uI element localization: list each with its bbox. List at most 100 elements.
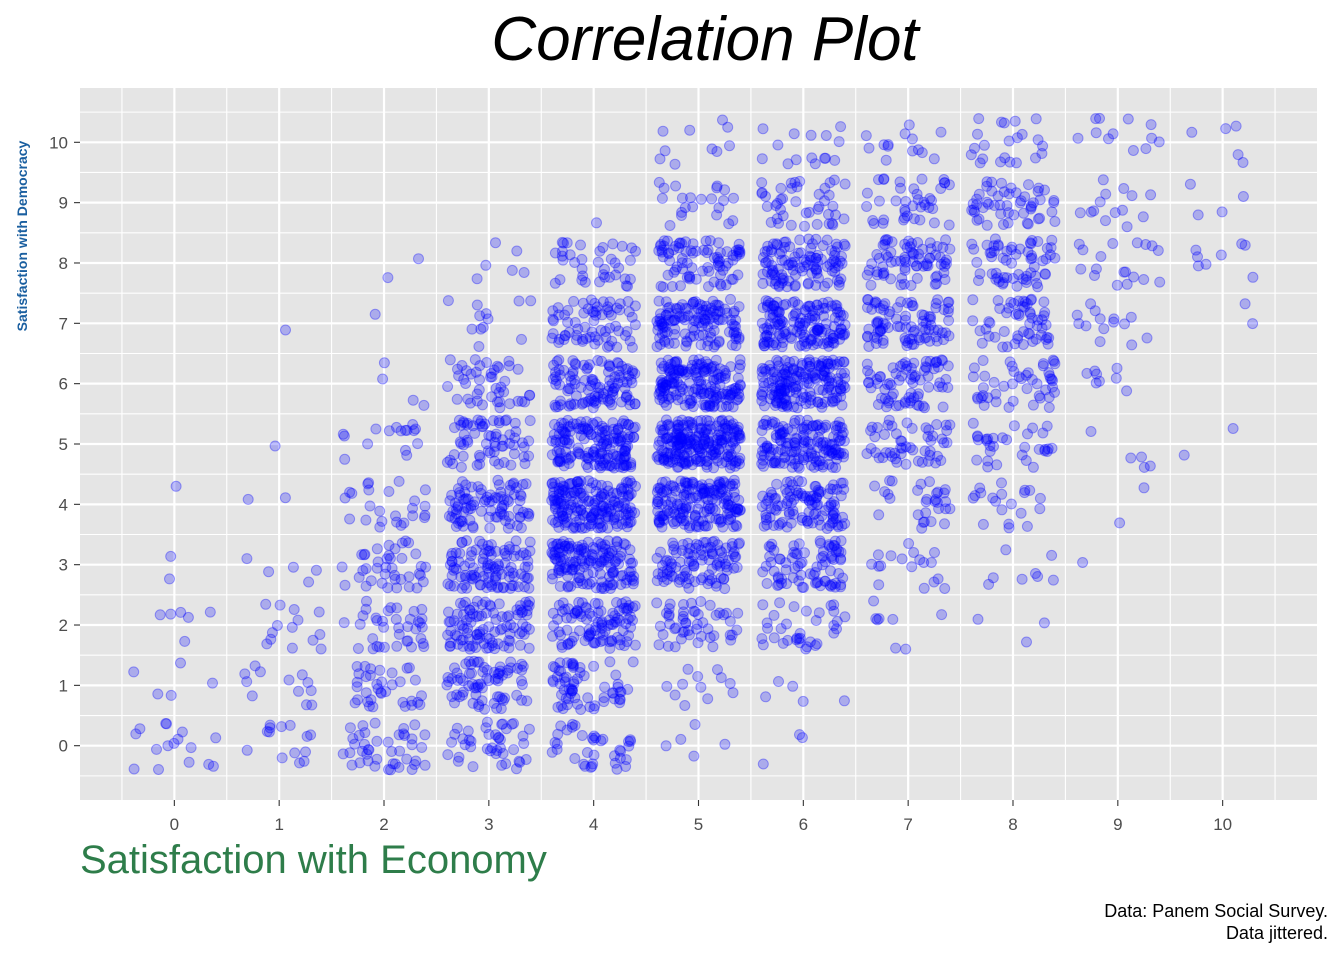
data-point xyxy=(594,381,606,393)
data-point xyxy=(873,579,885,591)
data-point xyxy=(442,749,454,761)
data-point xyxy=(796,556,808,568)
data-point xyxy=(1034,503,1046,515)
data-point xyxy=(823,218,835,230)
data-point xyxy=(974,325,986,337)
data-point xyxy=(352,694,364,706)
data-point xyxy=(351,661,363,672)
data-point xyxy=(375,686,387,698)
data-point xyxy=(183,756,195,768)
data-point xyxy=(811,561,823,573)
data-point xyxy=(562,570,574,582)
data-point xyxy=(463,640,475,652)
data-point xyxy=(688,750,700,762)
data-point xyxy=(984,247,996,259)
data-point xyxy=(508,489,520,500)
data-point xyxy=(524,536,536,548)
data-point xyxy=(288,604,300,615)
data-point xyxy=(393,729,405,741)
data-point xyxy=(629,300,641,312)
data-point xyxy=(283,674,295,686)
data-point xyxy=(471,273,483,285)
data-point xyxy=(511,482,522,494)
data-point xyxy=(494,691,505,703)
data-point xyxy=(361,748,373,760)
data-point xyxy=(394,745,406,757)
data-point xyxy=(839,518,851,530)
data-point xyxy=(487,415,499,427)
data-point xyxy=(1192,260,1204,272)
data-point xyxy=(603,359,615,371)
data-point xyxy=(451,667,463,679)
data-point xyxy=(912,237,924,248)
y-tick-label: 5 xyxy=(59,435,68,454)
data-point xyxy=(724,678,736,689)
data-point xyxy=(475,505,487,517)
data-point xyxy=(496,568,508,580)
data-point xyxy=(598,488,610,500)
data-point xyxy=(1001,341,1013,353)
data-point xyxy=(494,734,506,746)
data-point xyxy=(659,145,671,157)
data-point xyxy=(1154,276,1166,288)
data-point xyxy=(658,182,670,194)
data-point xyxy=(466,667,477,679)
data-point xyxy=(373,641,385,653)
data-point xyxy=(924,449,936,461)
data-point xyxy=(977,518,989,530)
data-point xyxy=(624,544,636,556)
data-point xyxy=(597,269,609,281)
data-point xyxy=(456,360,468,371)
data-point xyxy=(613,558,625,570)
data-point xyxy=(507,478,519,490)
data-point xyxy=(651,575,663,587)
data-point xyxy=(883,308,895,320)
data-point xyxy=(769,503,781,515)
data-point xyxy=(369,308,381,320)
data-point xyxy=(359,738,370,750)
data-point xyxy=(660,740,672,752)
data-point xyxy=(683,629,695,641)
data-point xyxy=(465,741,477,753)
data-point xyxy=(711,209,723,221)
data-point xyxy=(307,634,319,646)
x-tick-label: 7 xyxy=(903,815,912,834)
data-point xyxy=(687,201,699,213)
data-point xyxy=(656,192,668,204)
data-point xyxy=(1140,143,1152,155)
data-point xyxy=(447,505,459,517)
data-point xyxy=(712,664,723,676)
data-point xyxy=(599,625,611,637)
data-point xyxy=(1000,544,1012,556)
data-point xyxy=(514,511,526,523)
data-point xyxy=(494,624,506,636)
data-point xyxy=(767,300,779,311)
data-point xyxy=(935,126,947,138)
data-point xyxy=(382,582,394,594)
data-point xyxy=(467,420,479,432)
data-point xyxy=(519,561,531,573)
data-point xyxy=(983,198,994,210)
data-point xyxy=(1046,206,1058,218)
data-point xyxy=(442,381,454,392)
data-point xyxy=(999,152,1011,164)
data-point xyxy=(363,484,375,496)
x-tick-label: 9 xyxy=(1113,815,1122,834)
data-point xyxy=(406,699,418,711)
data-point xyxy=(383,486,395,497)
data-point xyxy=(412,696,424,708)
data-point xyxy=(476,610,488,622)
data-point xyxy=(695,574,707,586)
data-point xyxy=(453,556,465,568)
data-point xyxy=(357,720,369,732)
data-point xyxy=(503,496,515,507)
data-point xyxy=(793,575,805,587)
data-point xyxy=(508,622,520,634)
data-point xyxy=(838,238,850,250)
data-point xyxy=(367,633,379,645)
data-point xyxy=(1020,369,1032,381)
data-point xyxy=(929,547,940,558)
data-point xyxy=(998,117,1010,129)
data-point xyxy=(512,504,524,516)
